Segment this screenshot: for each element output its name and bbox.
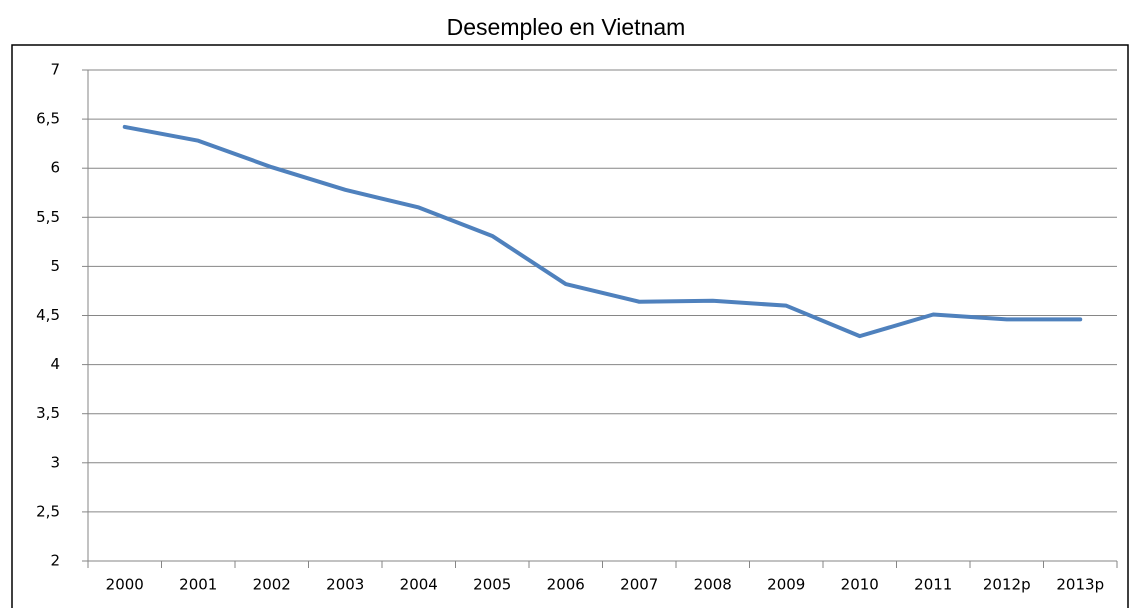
y-tick-label: 5 bbox=[50, 257, 60, 275]
chart-title: Desempleo en Vietnam bbox=[447, 14, 686, 40]
x-tick-label: 2000 bbox=[106, 576, 144, 594]
x-tick-label: 2011 bbox=[914, 576, 952, 594]
y-tick-label: 6 bbox=[50, 159, 60, 177]
x-tick-label: 2007 bbox=[620, 576, 658, 594]
chart-frame bbox=[11, 44, 1129, 608]
x-tick-label: 2004 bbox=[400, 576, 438, 594]
x-tick-label: 2008 bbox=[694, 576, 732, 594]
x-tick-label: 2006 bbox=[547, 576, 585, 594]
y-tick-label: 4,5 bbox=[36, 306, 60, 324]
y-tick-label: 5,5 bbox=[36, 208, 60, 226]
x-tick-label: 2012p bbox=[983, 576, 1031, 594]
x-tick-label: 2003 bbox=[326, 576, 364, 594]
y-tick-label: 6,5 bbox=[36, 110, 60, 128]
x-tick-label: 2010 bbox=[841, 576, 879, 594]
y-tick-label: 3 bbox=[50, 453, 60, 471]
y-tick-label: 2 bbox=[50, 552, 60, 570]
y-tick-label: 4 bbox=[50, 355, 60, 373]
x-tick-label: 2009 bbox=[767, 576, 805, 594]
x-tick-label: 2005 bbox=[473, 576, 511, 594]
x-tick-label: 2013p bbox=[1056, 576, 1104, 594]
y-tick-label: 3,5 bbox=[36, 404, 60, 422]
x-tick-label: 2002 bbox=[253, 576, 291, 594]
x-tick-label: 2001 bbox=[179, 576, 217, 594]
y-tick-label: 7 bbox=[50, 61, 60, 79]
y-tick-label: 2,5 bbox=[36, 502, 60, 520]
series-line bbox=[122, 124, 1083, 339]
